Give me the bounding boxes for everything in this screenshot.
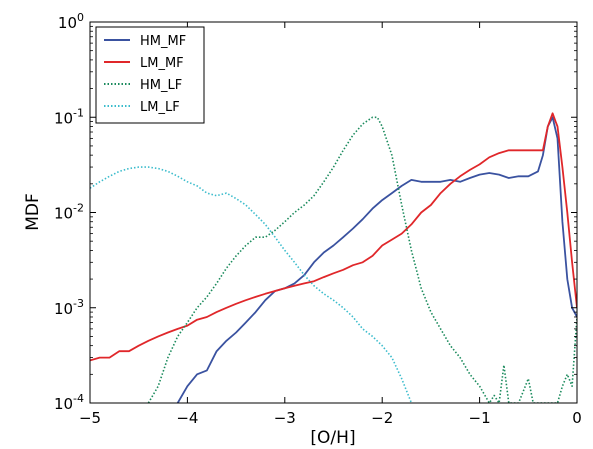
y-tick-base: 10 [58,14,77,32]
legend-label: HM_MF [140,34,186,49]
y-tick-label: 10-4 [54,392,84,413]
x-tick-label: 0 [572,409,582,427]
series-line-lm-mf [90,112,577,362]
y-tick-base: 10 [54,300,73,318]
y-tick-base: 10 [54,205,73,223]
plot-frame [89,21,578,404]
x-tick-label: −5 [79,409,101,427]
y-tick-base: 10 [54,109,73,127]
series-line-hm-lf [147,116,577,403]
y-tick-base: 10 [54,395,73,413]
y-tick-label: 10-1 [54,106,84,127]
y-tick-exponent: 0 [77,11,84,24]
legend-label: LM_LF [140,100,180,115]
y-tick-label: 10-3 [54,297,84,318]
x-tick-label: −3 [274,409,296,427]
y-tick-exponent: -4 [73,392,84,405]
series-line-hm-mf [176,116,577,403]
x-tick-label: −2 [371,409,393,427]
y-tick-exponent: -1 [73,106,84,119]
y-tick-label: 10-2 [54,202,84,223]
y-tick-exponent: -3 [73,297,84,310]
x-axis-label: [O/H] [310,428,355,448]
x-tick-label: −4 [176,409,198,427]
x-tick-label: −1 [469,409,491,427]
legend-label: HM_LF [140,78,182,93]
y-axis-label: MDF [23,193,43,231]
legend-label: LM_MF [140,56,184,71]
y-tick-exponent: -2 [73,202,84,215]
y-tick-label: 100 [58,11,84,32]
legend: HM_MF LM_MF HM_LF LM_LF [95,26,205,124]
legend-box [95,26,205,124]
series-layer [90,112,577,403]
